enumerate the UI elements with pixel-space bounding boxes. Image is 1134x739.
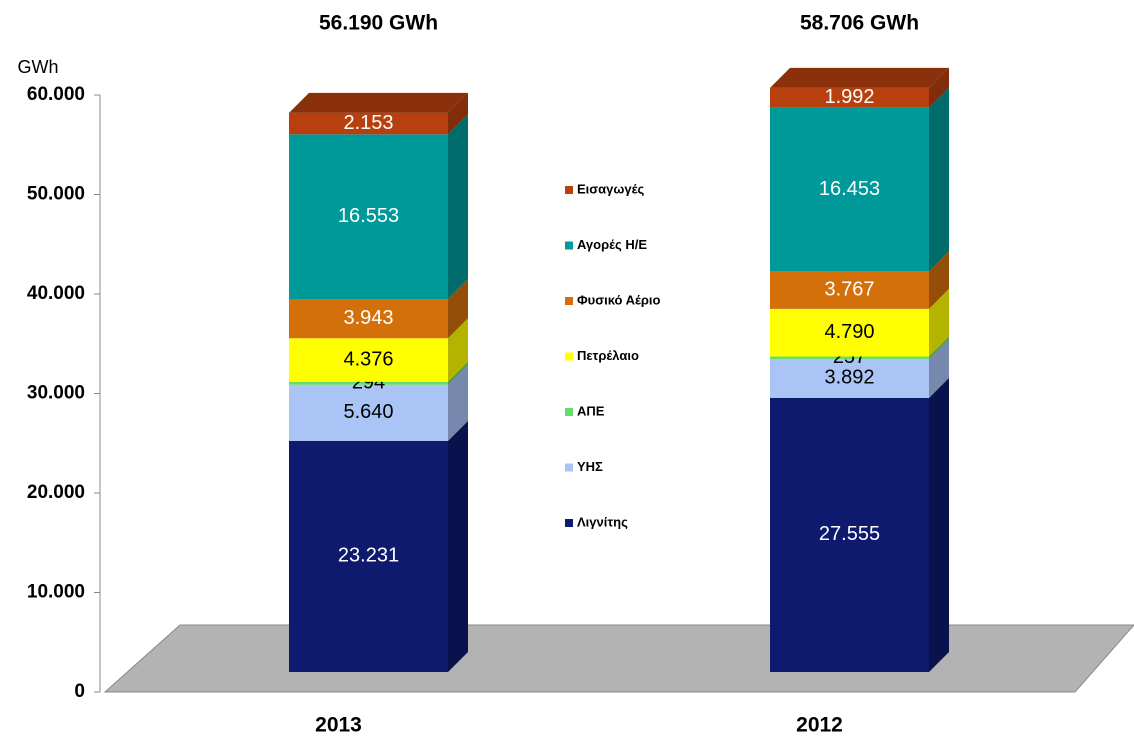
floor (103, 624, 1134, 693)
legend-label: Αγορές Η/Ε (577, 237, 647, 252)
legend-swatch (565, 241, 573, 250)
value-label: 23.231 (338, 545, 399, 567)
value-label: 16.453 (819, 178, 880, 200)
value-label: 3.943 (343, 307, 393, 329)
bar-segment (289, 92, 468, 135)
bar-side (448, 420, 468, 672)
legend-swatch (565, 463, 573, 472)
bar-top (289, 92, 468, 113)
legend-label: Φυσικό Αέριο (577, 292, 661, 307)
bar-segment (289, 279, 468, 339)
bar-front (289, 134, 448, 300)
y-tick-label: 60.000 (27, 84, 85, 105)
y-tick-label: 40.000 (27, 283, 85, 304)
value-label: 16.553 (338, 205, 399, 227)
bar-side (448, 361, 468, 385)
bar-side (929, 87, 949, 272)
bar-side (929, 336, 949, 360)
legend-swatch (565, 186, 573, 194)
bar-side (929, 251, 949, 309)
bar-front (770, 271, 929, 309)
bar-front (770, 356, 929, 360)
y-axis-label: GWh (17, 57, 58, 77)
bar-front (289, 338, 448, 382)
bar-segment (770, 377, 949, 672)
bar-segment (289, 361, 468, 385)
bar-front (770, 359, 929, 398)
bar-segment (770, 251, 949, 309)
bar-front (289, 112, 448, 135)
bar-side (929, 67, 949, 108)
y-tick-label: 0 (74, 681, 85, 702)
value-label: 3.892 (824, 367, 874, 389)
bar-front (770, 397, 929, 672)
legend-label: Πετρέλαιο (577, 348, 639, 363)
total-label: 56.190 GWh (319, 12, 438, 35)
y-tick-label: 30.000 (27, 383, 85, 404)
bar-front (289, 381, 448, 385)
value-label: 1.992 (824, 86, 874, 108)
y-tick-label: 50.000 (27, 184, 85, 205)
legend-label: Εισαγωγές (577, 181, 644, 196)
legend-label: ΥΗΣ (577, 459, 603, 474)
bar-side (448, 318, 468, 382)
bar-side (448, 92, 468, 135)
bar-front (289, 440, 448, 672)
bar-side (929, 377, 949, 672)
bar-segment (770, 288, 949, 357)
bar-front (770, 107, 929, 272)
bar-segment (770, 339, 949, 398)
bar-segment (289, 114, 468, 300)
value-label: 3.767 (824, 278, 874, 300)
bar-side (929, 288, 949, 357)
total-label: 58.706 GWh (800, 12, 919, 35)
legend-swatch (565, 408, 573, 416)
legend-label: ΑΠΕ (577, 403, 605, 418)
bar-side (929, 339, 949, 398)
bar-segment (289, 420, 468, 672)
bar-front (770, 308, 929, 357)
bar-front (289, 299, 448, 339)
value-label: 2.153 (343, 112, 393, 134)
bar-side (448, 364, 468, 441)
y-tick-label: 10.000 (27, 582, 85, 603)
bar-front (289, 384, 448, 441)
y-tick-label: 20.000 (27, 482, 85, 503)
legend-swatch (565, 519, 573, 527)
value-label: 5.640 (343, 401, 393, 423)
bar-top (770, 67, 949, 88)
legend-swatch (565, 297, 573, 305)
bar-segment (289, 318, 468, 382)
bar-segment (770, 87, 949, 272)
bar-segment (770, 67, 949, 108)
value-label: 4.790 (824, 321, 874, 343)
bar-side (448, 279, 468, 339)
legend-swatch (565, 352, 573, 361)
x-tick-label: 2013 (315, 714, 362, 737)
x-tick-label: 2012 (796, 714, 843, 737)
bar-segment (770, 336, 949, 360)
legend-label: Λιγνίτης (577, 514, 628, 529)
bar-front (770, 87, 929, 108)
bar-segment (289, 364, 468, 441)
bar-side (448, 114, 468, 300)
value-label: 27.555 (819, 523, 880, 545)
value-label: 4.376 (343, 348, 393, 370)
